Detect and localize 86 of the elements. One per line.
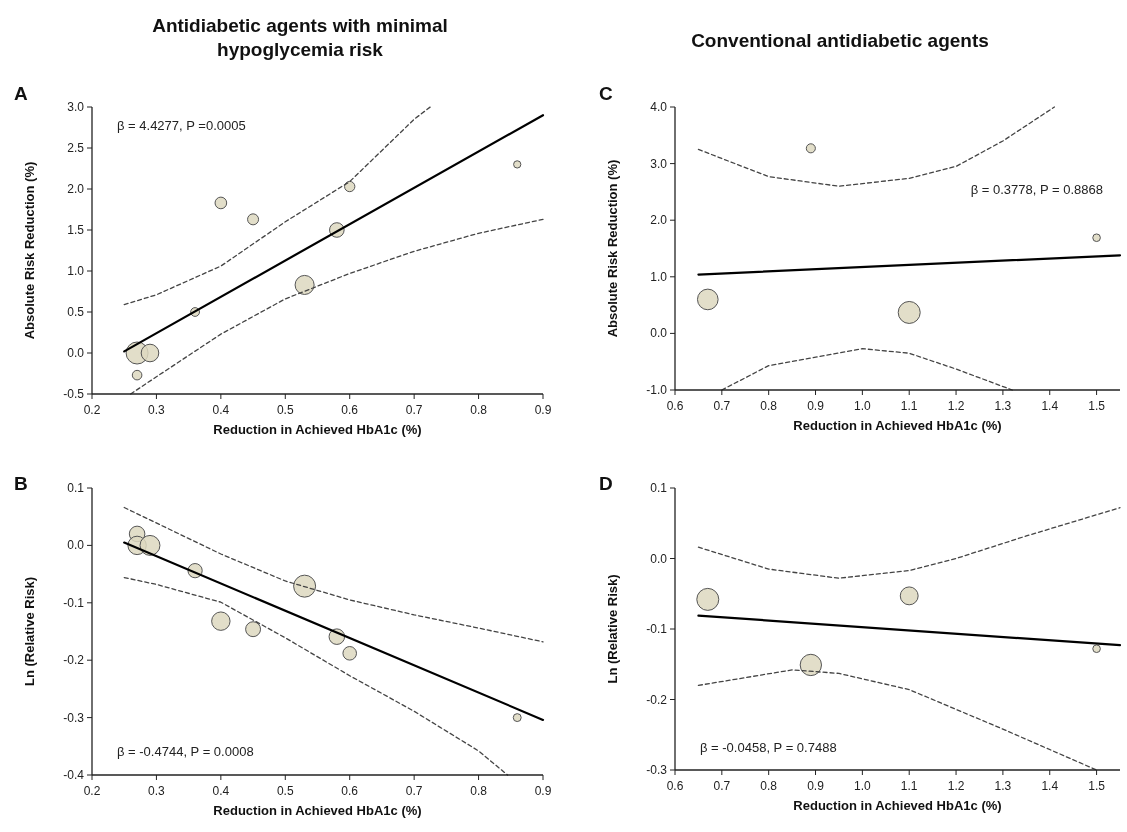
x-tick-label: 0.9 bbox=[807, 779, 825, 793]
x-tick-label: 1.3 bbox=[994, 399, 1012, 413]
y-tick-label: 3.0 bbox=[67, 100, 85, 114]
x-axis-title: Reduction in Achieved HbA1c (%) bbox=[213, 422, 422, 437]
x-tick-label: 1.2 bbox=[947, 399, 965, 413]
x-tick-label: 0.5 bbox=[276, 784, 294, 798]
y-axis-title: Absolute Risk Reduction (%) bbox=[605, 159, 620, 338]
y-tick-label: -0.4 bbox=[63, 768, 85, 782]
x-tick-label: 0.6 bbox=[341, 403, 359, 417]
y-tick-label: 1.0 bbox=[650, 269, 668, 284]
x-tick-label: 0.7 bbox=[713, 779, 731, 793]
x-tick-label: 1.0 bbox=[854, 399, 872, 413]
x-tick-label: 0.8 bbox=[470, 403, 488, 417]
x-tick-label: 1.5 bbox=[1088, 779, 1106, 793]
y-tick-label: -0.3 bbox=[646, 763, 668, 777]
annotation: β = -0.0458, P = 0.7488 bbox=[700, 740, 837, 755]
line-series bbox=[130, 218, 544, 395]
x-tick-label: 0.2 bbox=[83, 784, 101, 798]
x-tick-label: 0.7 bbox=[405, 784, 423, 798]
y-tick-label: 3.0 bbox=[650, 156, 668, 171]
y-axis-title: Ln (Relative Risk) bbox=[22, 576, 37, 687]
line-series bbox=[697, 507, 1121, 579]
x-tick-label: 0.8 bbox=[470, 784, 488, 798]
x-tick-label: 0.9 bbox=[534, 784, 552, 798]
x-tick-label: 0.4 bbox=[212, 784, 230, 798]
x-tick-label: 0.8 bbox=[760, 779, 778, 793]
x-tick-label: 0.7 bbox=[405, 403, 423, 417]
y-tick-label: 4.0 bbox=[650, 100, 668, 114]
y-tick-label: 0.0 bbox=[650, 551, 668, 566]
x-tick-label: 0.6 bbox=[666, 779, 684, 793]
x-tick-label: 1.0 bbox=[854, 779, 872, 793]
y-tick-label: -0.5 bbox=[63, 387, 85, 401]
y-tick-label: 2.0 bbox=[650, 213, 668, 228]
y-tick-label: -1.0 bbox=[646, 383, 668, 397]
x-tick-label: 1.2 bbox=[947, 779, 965, 793]
y-tick-label: -0.2 bbox=[646, 692, 668, 707]
x-axis-title: Reduction in Achieved HbA1c (%) bbox=[793, 418, 1002, 433]
y-tick-label: 2.0 bbox=[67, 182, 85, 196]
chart-title: Conventional antidiabetic agents bbox=[691, 30, 989, 51]
annotation: β = 0.3778, P = 0.8868 bbox=[970, 182, 1103, 197]
x-tick-label: 0.3 bbox=[148, 403, 166, 417]
text: A bbox=[14, 83, 28, 104]
y-tick-label: 0.5 bbox=[67, 305, 85, 319]
chart-title: Antidiabetic agents with minimal hypoglycemia risk bbox=[152, 15, 448, 60]
x-tick-label: 1.4 bbox=[1041, 399, 1059, 413]
line-series bbox=[721, 348, 1013, 391]
y-tick-label: -0.3 bbox=[63, 710, 85, 725]
line-series bbox=[123, 506, 544, 643]
x-tick-label: 1.5 bbox=[1088, 399, 1106, 413]
x-tick-label: 0.6 bbox=[341, 784, 359, 798]
x-tick-label: 0.7 bbox=[713, 399, 731, 413]
x-axis-title: Reduction in Achieved HbA1c (%) bbox=[793, 798, 1002, 813]
x-tick-label: 0.9 bbox=[807, 399, 825, 413]
line-series bbox=[697, 669, 1098, 771]
x-tick-label: 1.3 bbox=[994, 779, 1012, 793]
x-tick-label: 1.1 bbox=[900, 779, 918, 793]
line-series bbox=[697, 106, 1056, 187]
y-tick-label: 2.5 bbox=[67, 141, 85, 155]
y-tick-label: 0.0 bbox=[67, 538, 85, 553]
annotation: β = 4.4277, P =0.0005 bbox=[117, 118, 246, 133]
y-tick-label: -0.1 bbox=[63, 595, 85, 610]
y-tick-label: 0.1 bbox=[650, 481, 668, 495]
x-axis-title: Reduction in Achieved HbA1c (%) bbox=[213, 803, 422, 818]
y-tick-label: 1.5 bbox=[67, 223, 85, 237]
y-tick-label: 0.0 bbox=[67, 346, 85, 360]
line-series bbox=[123, 106, 431, 306]
x-tick-label: 1.4 bbox=[1041, 779, 1059, 793]
text: B bbox=[14, 473, 28, 494]
text: C bbox=[599, 83, 613, 104]
text: D bbox=[599, 473, 613, 494]
y-tick-label: -0.2 bbox=[63, 653, 85, 668]
y-tick-label: -0.1 bbox=[646, 622, 668, 636]
x-tick-label: 0.5 bbox=[276, 403, 294, 417]
y-tick-label: 0.0 bbox=[650, 326, 668, 341]
x-tick-label: 0.2 bbox=[83, 403, 101, 417]
y-axis-title: Ln (Relative Risk) bbox=[605, 574, 620, 684]
x-tick-label: 0.4 bbox=[212, 403, 230, 417]
x-tick-label: 0.9 bbox=[534, 403, 552, 417]
annotation: β = -0.4744, P = 0.0008 bbox=[117, 744, 254, 759]
y-axis-title: Absolute Risk Reduction (%) bbox=[22, 161, 37, 340]
x-tick-label: 0.6 bbox=[666, 399, 684, 413]
x-tick-label: 0.3 bbox=[148, 784, 166, 798]
y-tick-label: 1.0 bbox=[67, 264, 85, 278]
x-tick-label: 1.1 bbox=[900, 399, 918, 413]
y-tick-label: 0.1 bbox=[67, 481, 85, 495]
x-tick-label: 0.8 bbox=[760, 399, 778, 413]
